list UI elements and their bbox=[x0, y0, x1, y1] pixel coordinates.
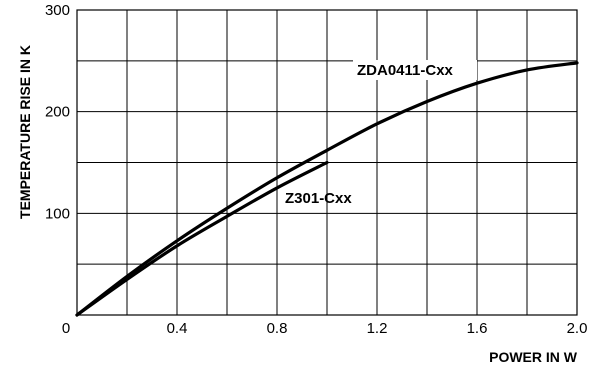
plot-frame bbox=[76, 9, 578, 316]
series-curves bbox=[75, 61, 579, 317]
y-tick-label: 200 bbox=[45, 104, 70, 121]
y-tick-label: 100 bbox=[45, 205, 70, 222]
series-label-background bbox=[353, 60, 477, 80]
x-tick-label: 2.0 bbox=[567, 320, 588, 337]
x-tick-labels: 0 0.4 0.8 1.2 1.6 2.0 bbox=[62, 320, 588, 337]
series-line-0 bbox=[75, 61, 579, 317]
series-labels: ZDA0411-Cxx Z301-Cxx bbox=[285, 60, 477, 207]
x-tick-label: 1.6 bbox=[467, 320, 488, 337]
y-axis-title: TEMPERATURE RISE IN K bbox=[17, 45, 33, 219]
x-tick-label: 0.8 bbox=[267, 320, 288, 337]
x-tick-label: 0.4 bbox=[167, 320, 188, 337]
series-label-0: ZDA0411-Cxx bbox=[357, 62, 454, 79]
x-tick-label: 0 bbox=[62, 320, 70, 337]
x-tick-label: 1.2 bbox=[367, 320, 388, 337]
y-tick-labels: 100 200 300 bbox=[45, 2, 70, 222]
x-axis-title: POWER IN W bbox=[489, 349, 578, 365]
series-line-1 bbox=[75, 160, 329, 317]
series-label-1: Z301-Cxx bbox=[285, 190, 352, 207]
y-tick-label: 300 bbox=[45, 2, 70, 19]
